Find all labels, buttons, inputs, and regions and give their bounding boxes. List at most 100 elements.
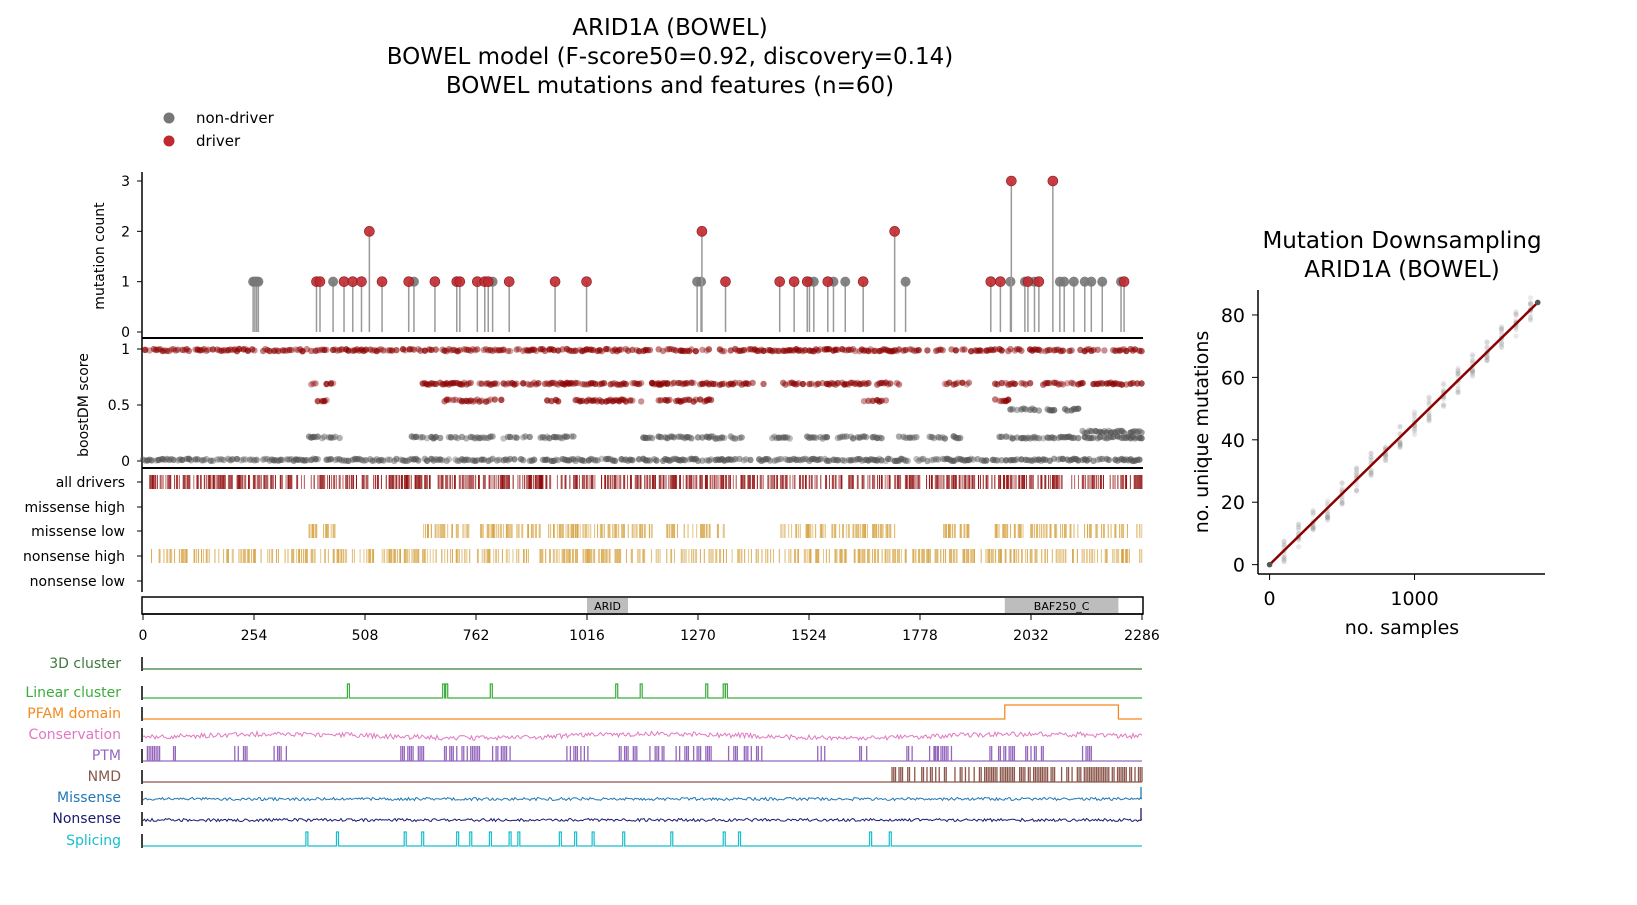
downsampling-point — [1411, 409, 1418, 415]
downsampling-point — [1281, 559, 1287, 565]
downsampling-point — [1339, 479, 1345, 486]
boostdm-point-driver — [498, 396, 505, 404]
boostdm-point-driver — [329, 346, 337, 354]
boostdm-point-driver — [526, 381, 533, 388]
boostdm-point-nondriver — [653, 457, 660, 464]
boostdm-point-driver — [399, 346, 407, 353]
lollipop-point-driver — [1047, 175, 1059, 187]
downsampling-point — [1368, 470, 1374, 476]
boostdm-point-nondriver — [336, 434, 343, 442]
downsampling-point — [1455, 371, 1461, 377]
boostdm-point-nondriver — [314, 455, 322, 463]
boostdm-point-driver — [323, 396, 330, 404]
downsampling-point — [1411, 431, 1418, 438]
boostdm-point-driver — [1068, 379, 1075, 387]
boostdm-point-nondriver — [519, 434, 527, 441]
downsampling-point — [1469, 373, 1476, 379]
lollipop-panel: 0 1 2 3 mutation count — [92, 172, 1130, 341]
boostdm-point-driver — [185, 347, 193, 355]
downsampling-point — [1469, 368, 1476, 374]
x-tick-label: 762 — [463, 628, 490, 644]
boostdm-point-driver — [729, 381, 737, 388]
downsampling-point — [1310, 512, 1316, 518]
boostdm-point-driver — [637, 398, 645, 405]
downsampling-point — [1353, 467, 1360, 473]
boostdm-point-driver — [961, 346, 968, 353]
boostdm-point-driver — [487, 346, 494, 354]
downsampling-point — [1382, 457, 1389, 463]
downsampling-point — [1484, 344, 1490, 350]
downsampling-point — [1498, 344, 1505, 351]
boostdm-point-driver — [480, 346, 488, 354]
boostdm-point-driver — [622, 380, 630, 388]
boostdm-y-tick-label: 0 — [121, 454, 130, 470]
downsampling-point — [1455, 389, 1461, 396]
boostdm-point-driver — [627, 397, 634, 404]
boostdm-point-driver — [998, 347, 1005, 354]
boostdm-point-nondriver — [878, 457, 885, 464]
downsampling-y-tick-label: 20 — [1221, 492, 1245, 514]
boostdm-point-driver — [721, 347, 728, 355]
lollipop-point-nondriver — [696, 276, 707, 287]
downsampling-point — [1397, 424, 1403, 430]
track-line — [143, 831, 1142, 847]
boostdm-point-driver — [646, 346, 654, 354]
boostdm-point-driver — [513, 346, 520, 353]
boostdm-point-driver — [718, 380, 726, 388]
downsampling-fit-line — [1268, 301, 1539, 566]
downsampling-point — [1281, 542, 1287, 548]
boostdm-point-nondriver — [841, 433, 848, 440]
boostdm-point-nondriver — [777, 455, 785, 463]
boostdm-point-driver — [799, 380, 807, 388]
lollipop-point-driver — [356, 276, 367, 287]
downsampling-point — [1513, 311, 1519, 317]
boostdm-point-nondriver — [766, 457, 774, 464]
boostdm-point-driver — [692, 347, 700, 355]
boostdm-point-nondriver — [198, 457, 206, 464]
boostdm-point-nondriver — [1074, 405, 1082, 412]
boostdm-point-nondriver — [262, 455, 269, 463]
boostdm-point-nondriver — [240, 456, 247, 463]
boostdm-point-nondriver — [207, 457, 214, 464]
downsampling-point — [1426, 417, 1432, 423]
boostdm-point-driver — [939, 346, 946, 354]
downsampling-point — [1469, 358, 1476, 364]
boostdm-point-nondriver — [445, 456, 453, 463]
downsampling-point — [1411, 428, 1418, 434]
boostdm-point-nondriver — [318, 435, 326, 442]
legend-label-nondriver: non-driver — [196, 109, 275, 127]
boostdm-point-driver — [485, 397, 492, 405]
boostdm-point-nondriver — [793, 456, 800, 464]
downsampling-point — [1397, 444, 1403, 450]
boostdm-point-driver — [203, 347, 210, 354]
downsampling-point — [1527, 314, 1534, 321]
downsampling-point — [1513, 333, 1519, 339]
boostdm-point-nondriver — [782, 434, 789, 441]
boostdm-point-nondriver — [799, 456, 807, 463]
downsampling-point — [1310, 527, 1316, 533]
boostdm-point-nondriver — [681, 456, 689, 464]
downsampling-point — [1382, 457, 1389, 464]
boostdm-point-nondriver — [530, 456, 538, 463]
lollipop-point-driver — [1022, 276, 1034, 287]
boostdm-point-driver — [321, 346, 328, 354]
boostdm-point-nondriver — [928, 456, 935, 464]
boostdm-point-driver — [834, 379, 842, 387]
downsampling-point — [1295, 521, 1302, 527]
boostdm-point-nondriver — [913, 455, 920, 463]
downsampling-point — [1513, 308, 1519, 315]
downsampling-point — [1324, 517, 1331, 523]
boostdm-point-nondriver — [646, 457, 654, 464]
boostdm-point-nondriver — [718, 434, 726, 441]
boostdm-point-driver — [469, 398, 477, 405]
boostdm-point-nondriver — [738, 434, 745, 441]
boostdm-point-nondriver — [1026, 435, 1034, 442]
lollipop-point-driver — [788, 276, 800, 287]
boostdm-point-nondriver — [911, 434, 918, 441]
boostdm-point-driver — [1011, 380, 1019, 388]
boostdm-point-driver — [513, 380, 520, 387]
boostdm-point-driver — [915, 346, 922, 354]
boostdm-point-driver — [902, 346, 909, 354]
track-label: NMD — [88, 769, 121, 785]
